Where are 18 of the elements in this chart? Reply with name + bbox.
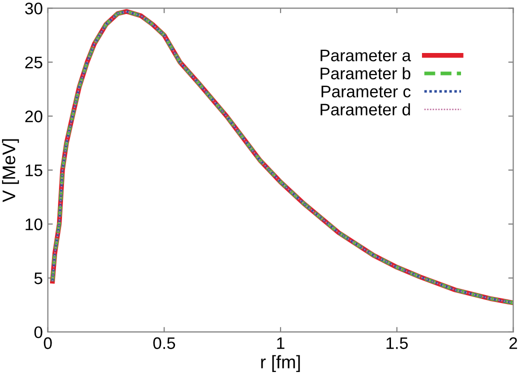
x-tick-label: 0	[44, 337, 52, 350]
x-tick-label: 0.5	[153, 337, 176, 350]
y-tick-label: 5	[34, 272, 42, 284]
x-tick-label: 1	[277, 337, 284, 349]
y-tick-label: 0	[34, 326, 42, 338]
legend-label: Parameter a	[320, 50, 412, 62]
x-axis-title: r [fm]	[261, 355, 300, 372]
y-tick-label: 15	[26, 164, 42, 176]
y-tick-label: 25	[25, 56, 42, 68]
legend-label: Parameter d	[320, 103, 410, 116]
y-tick-label: 30	[25, 2, 42, 14]
y-axis-title: V [MeV]	[2, 139, 19, 202]
x-tick-label: 2	[509, 337, 518, 349]
y-tick-label: 20	[25, 110, 42, 122]
y-tick-label: 10	[26, 218, 42, 230]
legend-label: Parameter c	[322, 86, 411, 98]
x-tick-label: 1.5	[386, 337, 408, 350]
legend-label: Parameter b	[320, 67, 410, 80]
